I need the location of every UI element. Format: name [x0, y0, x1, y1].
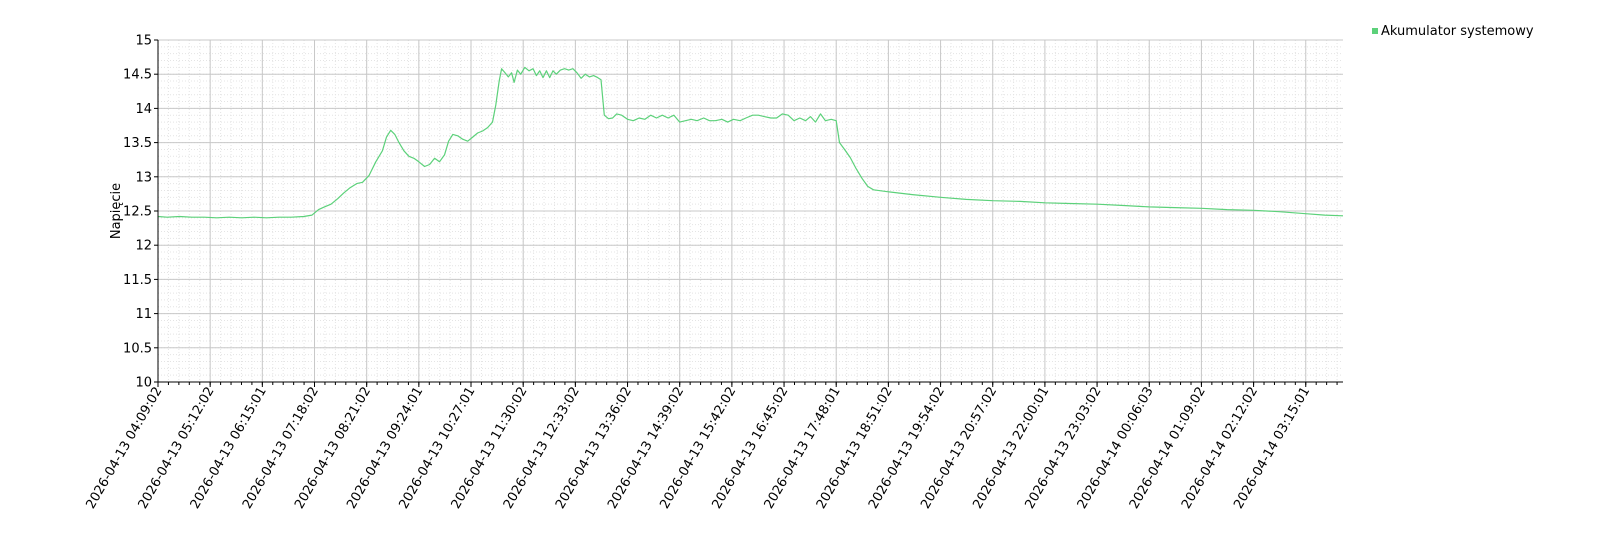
- y-tick-label: 11.5: [123, 273, 152, 288]
- y-tick-label: 14: [135, 102, 152, 117]
- y-tick-label: 13.5: [123, 136, 152, 151]
- y-tick-label: 10: [135, 376, 152, 391]
- series-line-0: [157, 66, 1344, 219]
- y-tick-label: 15: [135, 34, 152, 49]
- y-axis-title: Napięcie: [109, 183, 124, 239]
- legend-label-akumulator: Akumulator systemowy: [1381, 24, 1534, 39]
- y-tick-label: 10.5: [123, 341, 152, 356]
- y-tick-label: 12.5: [123, 205, 152, 220]
- axes: [154, 39, 1343, 387]
- series-layer: [157, 66, 1344, 219]
- legend: Akumulator systemowy: [1372, 24, 1534, 39]
- y-tick-label: 12: [135, 239, 152, 254]
- legend-swatch: [1372, 28, 1378, 34]
- y-tick-label: 11: [135, 307, 152, 322]
- y-tick-label: 14.5: [123, 68, 152, 83]
- y-tick-label: 13: [135, 170, 152, 185]
